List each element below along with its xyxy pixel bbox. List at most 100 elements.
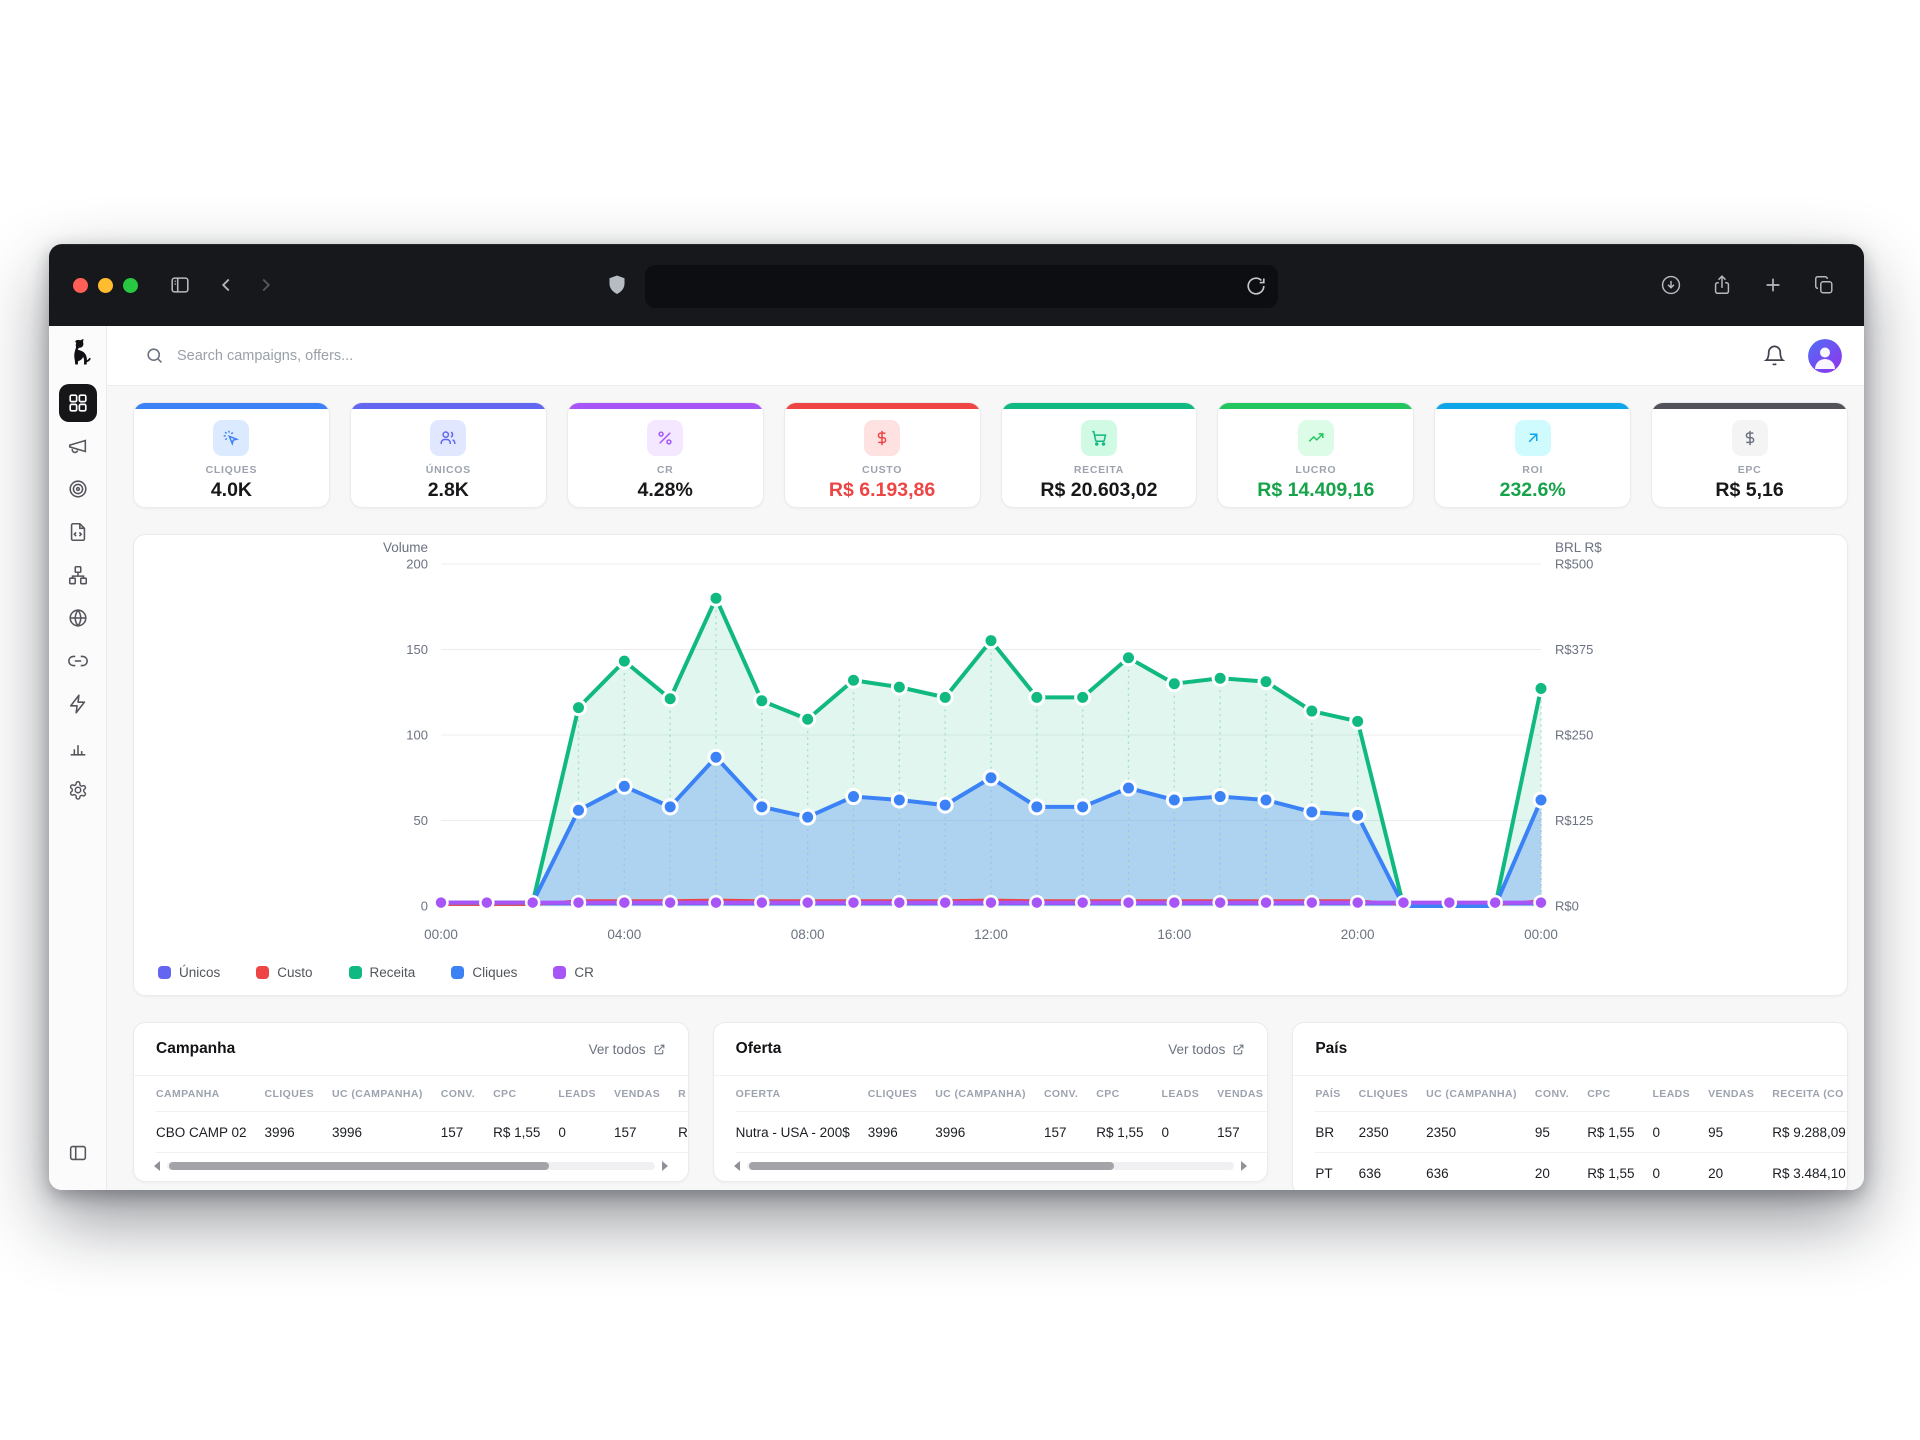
chart-point-CR[interactable] xyxy=(754,894,770,911)
legend-item-Receita[interactable]: Receita xyxy=(348,965,415,980)
scrollbar-thumb[interactable] xyxy=(169,1162,550,1170)
kpi-card-receita[interactable]: RECEITA R$ 20.603,02 xyxy=(1000,402,1198,508)
kpi-card-cliques[interactable]: CLIQUES 4.0K xyxy=(133,402,330,508)
chart-point-Receita[interactable] xyxy=(1211,669,1229,687)
tab-overview-icon[interactable] xyxy=(1812,273,1836,297)
close-window-button[interactable] xyxy=(73,277,88,293)
privacy-shield-icon[interactable] xyxy=(605,273,629,302)
chart-point-Cliques[interactable] xyxy=(890,791,908,809)
chart-point-Cliques[interactable] xyxy=(845,788,862,806)
minimize-window-button[interactable] xyxy=(98,277,113,293)
chart-point-Receita[interactable] xyxy=(1165,675,1183,693)
chart-point-CR[interactable] xyxy=(1074,894,1091,911)
chart-point-Receita[interactable] xyxy=(707,589,725,607)
chart-point-Receita[interactable] xyxy=(570,699,587,717)
sidebar-item-links[interactable] xyxy=(59,642,97,680)
kpi-card-epc[interactable]: EPC R$ 5,16 xyxy=(1651,402,1848,508)
chart-point-Receita[interactable] xyxy=(936,688,954,706)
chart-point-CR[interactable] xyxy=(1533,894,1549,911)
chart-point-Receita[interactable] xyxy=(890,678,908,696)
chart-point-Cliques[interactable] xyxy=(1257,791,1275,809)
sidebar-item-campaigns[interactable] xyxy=(59,427,97,465)
chart-point-Cliques[interactable] xyxy=(615,777,633,795)
chart-point-Cliques[interactable] xyxy=(1349,806,1367,824)
chart-point-Cliques[interactable] xyxy=(707,748,725,766)
chart-point-Cliques[interactable] xyxy=(1211,788,1229,806)
chart-point-Cliques[interactable] xyxy=(1532,791,1550,809)
scroll-left-arrow[interactable] xyxy=(733,1161,740,1171)
chart-point-Receita[interactable] xyxy=(1074,688,1092,706)
kpi-card-custo[interactable]: CUSTO R$ 6.193,86 xyxy=(783,402,981,508)
chart-point-CR[interactable] xyxy=(433,894,449,911)
dog-logo[interactable] xyxy=(62,338,94,370)
table-row[interactable]: Nutra - USA - 200$ 3996 3996 157 R$ 1,55 0 157 xyxy=(735,1111,1268,1153)
chart-point-CR[interactable] xyxy=(1349,894,1366,911)
chart-point-CR[interactable] xyxy=(1212,894,1228,911)
chart-point-CR[interactable] xyxy=(799,894,816,911)
table-row[interactable]: CBO CAMP 02 3996 3996 157 R$ 1,55 0 157 R xyxy=(156,1111,688,1153)
scroll-left-arrow[interactable] xyxy=(154,1161,160,1171)
scrollbar-track[interactable] xyxy=(167,1162,655,1170)
chart-point-CR[interactable] xyxy=(662,894,678,911)
chart-point-CR[interactable] xyxy=(1487,894,1503,911)
table-row[interactable]: PT 636 636 20 R$ 1,55 0 20 R$ 3.484,10 xyxy=(1315,1152,1847,1190)
chart-point-CR[interactable] xyxy=(1120,894,1137,911)
chart-point-Cliques[interactable] xyxy=(570,801,587,819)
chart-point-CR[interactable] xyxy=(1166,894,1183,911)
chart-point-Receita[interactable] xyxy=(982,632,1000,650)
legend-item-CR[interactable]: CR xyxy=(553,965,594,980)
chart-point-Cliques[interactable] xyxy=(799,808,817,826)
kpi-card-cr[interactable]: CR 4.28% xyxy=(566,402,764,508)
chart-point-Receita[interactable] xyxy=(1303,702,1321,720)
chart-point-Cliques[interactable] xyxy=(661,798,679,816)
legend-item-Cliques[interactable]: Cliques xyxy=(451,965,517,980)
new-tab-icon[interactable] xyxy=(1761,273,1785,297)
chart-point-Receita[interactable] xyxy=(661,690,679,708)
legend-item-Custo[interactable]: Custo xyxy=(256,965,313,980)
chart-point-CR[interactable] xyxy=(1258,894,1274,911)
scrollbar-thumb[interactable] xyxy=(748,1162,1115,1170)
chart-point-CR[interactable] xyxy=(983,894,999,911)
downloads-icon[interactable] xyxy=(1659,273,1683,297)
oferta-scrollbar[interactable] xyxy=(714,1153,1268,1181)
chart-point-CR[interactable] xyxy=(845,894,862,911)
sidebar-item-automation[interactable] xyxy=(59,685,97,723)
sidebar-item-flows[interactable] xyxy=(59,556,97,594)
oferta-ver-todos-link[interactable]: Ver todos xyxy=(1168,1042,1245,1057)
chart-point-CR[interactable] xyxy=(891,894,908,911)
chart-point-Receita[interactable] xyxy=(1532,679,1550,697)
kpi-card-lucro[interactable]: LUCRO R$ 14.409,16 xyxy=(1217,402,1415,508)
scroll-right-arrow[interactable] xyxy=(661,1161,668,1171)
chart-point-Receita[interactable] xyxy=(845,671,862,689)
chart-point-Receita[interactable] xyxy=(1028,688,1046,706)
chart-point-Cliques[interactable] xyxy=(1120,779,1137,797)
chart-point-CR[interactable] xyxy=(616,894,633,911)
forward-button-icon[interactable] xyxy=(254,273,278,297)
chart-point-CR[interactable] xyxy=(524,894,541,911)
scrollbar-track[interactable] xyxy=(746,1162,1235,1170)
chart-point-CR[interactable] xyxy=(1029,894,1045,911)
chart-point-Receita[interactable] xyxy=(1257,673,1275,691)
address-bar[interactable] xyxy=(645,265,1278,308)
back-button-icon[interactable] xyxy=(214,273,238,297)
chart-point-Receita[interactable] xyxy=(753,692,771,710)
search-input[interactable] xyxy=(177,347,607,364)
chart-point-Receita[interactable] xyxy=(1120,649,1137,667)
zoom-window-button[interactable] xyxy=(123,277,138,293)
chart-point-Cliques[interactable] xyxy=(982,769,1000,787)
sidebar-item-dashboard[interactable] xyxy=(58,384,97,422)
kpi-card-unicos[interactable]: ÚNICOS 2.8K xyxy=(349,402,547,508)
chart-point-Cliques[interactable] xyxy=(1303,803,1321,821)
chart-point-Receita[interactable] xyxy=(615,652,633,670)
campanha-scrollbar[interactable] xyxy=(134,1153,688,1181)
sidebar-item-settings[interactable] xyxy=(59,771,97,809)
chart-point-CR[interactable] xyxy=(570,894,587,911)
share-icon[interactable] xyxy=(1710,273,1734,297)
chart-point-CR[interactable] xyxy=(1441,894,1458,911)
notifications-bell-icon[interactable] xyxy=(1763,344,1786,367)
kpi-card-roi[interactable]: ROI 232.6% xyxy=(1434,402,1632,508)
user-avatar[interactable] xyxy=(1808,338,1842,373)
chart-point-Receita[interactable] xyxy=(799,710,817,728)
chart-point-Cliques[interactable] xyxy=(1165,791,1183,809)
scroll-right-arrow[interactable] xyxy=(1241,1161,1248,1171)
